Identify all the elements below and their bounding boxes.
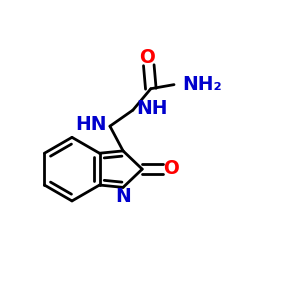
Text: NH₂: NH₂ (182, 74, 222, 94)
Text: O: O (163, 159, 179, 178)
Text: NH: NH (136, 99, 167, 118)
Text: O: O (140, 47, 155, 67)
Text: HN: HN (76, 115, 107, 134)
Text: N: N (116, 187, 131, 206)
